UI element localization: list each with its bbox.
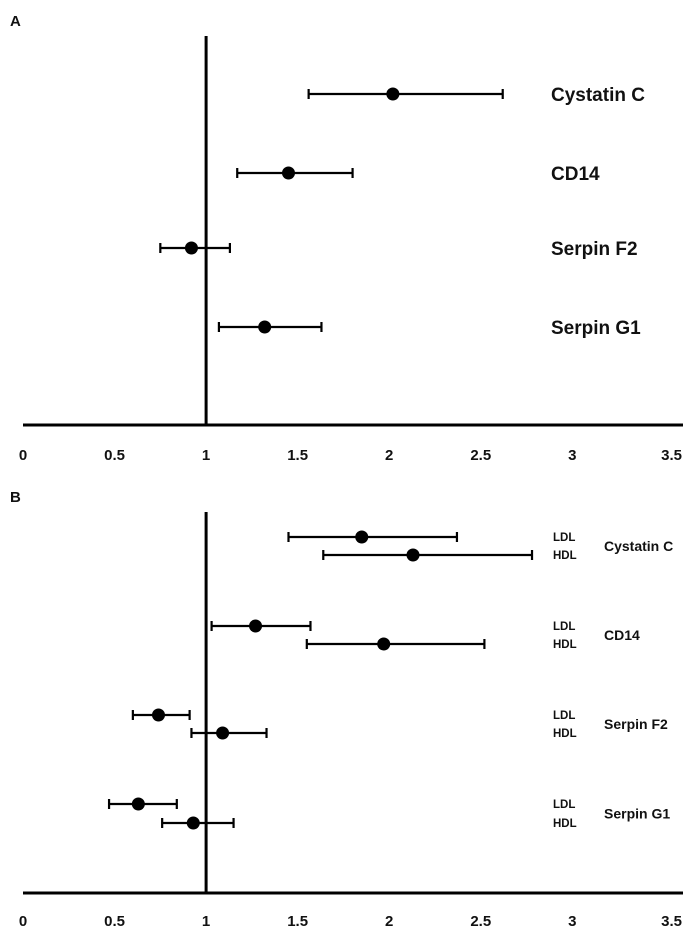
row-point [131, 797, 145, 811]
forest-row: Cystatin C [307, 85, 645, 106]
row-lipid-label: LDL [553, 532, 575, 544]
row-lipid-label: HDL [553, 550, 577, 562]
x-tick-label: 3.5 [661, 913, 682, 930]
forest-row: Serpin G1 [217, 318, 641, 339]
forest-row: HDL [190, 726, 577, 740]
forest-row: HDL [322, 548, 577, 562]
panel-a-tick-labels: 0 0.5 1 1.5 2 2.5 3 3.5 [19, 447, 682, 464]
row-point [258, 320, 272, 334]
row-point [406, 548, 420, 562]
forest-row: LDL [131, 708, 575, 722]
x-tick-label: 2 [385, 447, 393, 464]
x-tick-label: 3 [568, 447, 576, 464]
row-label: Cystatin C [551, 85, 645, 106]
x-tick-label: 0 [19, 447, 27, 464]
forest-group: LDL HDL Serpin G1 [107, 797, 670, 830]
row-label: CD14 [551, 164, 600, 185]
x-tick-label: 1 [202, 913, 210, 930]
row-lipid-label: HDL [553, 639, 577, 651]
forest-group: LDL HDL CD14 [210, 619, 640, 651]
x-tick-label: 3 [568, 913, 576, 930]
forest-row: CD14 [236, 164, 600, 185]
group-label: Cystatin C [604, 538, 673, 554]
x-tick-label: 0.5 [104, 447, 125, 464]
panel-a-letter: A [10, 13, 21, 30]
x-tick-label: 0.5 [104, 913, 125, 930]
x-tick-label: 3.5 [661, 447, 682, 464]
row-point [249, 619, 263, 633]
panel-a-rows: Cystatin C CD14 Serpin F2 Serpin G1 [159, 85, 645, 339]
group-label: CD14 [604, 627, 640, 643]
panel-b: B 0 0.5 1 1.5 2 2.5 3 3.5 LDL HDL Cystatin C LDL HD… [10, 489, 683, 930]
row-lipid-label: HDL [553, 728, 577, 740]
forest-row: HDL [305, 637, 577, 651]
panel-a-axes [23, 36, 683, 427]
forest-row: HDL [161, 816, 577, 830]
x-tick-label: 1 [202, 447, 210, 464]
forest-row: Serpin F2 [159, 239, 638, 260]
x-tick-label: 0 [19, 913, 27, 930]
row-lipid-label: HDL [553, 818, 577, 830]
forest-group: LDL HDL Cystatin C [287, 530, 673, 562]
row-point [281, 166, 295, 180]
panel-b-axes [23, 512, 683, 895]
panel-b-letter: B [10, 489, 21, 506]
row-label: Serpin F2 [551, 239, 638, 260]
group-label: Serpin F2 [604, 716, 668, 732]
row-point [355, 530, 369, 544]
row-point [184, 241, 198, 255]
panel-a: A 0 0.5 1 1.5 2 2.5 3 3.5 Cystatin C CD14 Serpin … [10, 13, 683, 464]
row-point [216, 726, 230, 740]
row-point [386, 87, 400, 101]
forest-row: LDL [107, 797, 575, 811]
forest-row: LDL [210, 619, 575, 633]
panel-b-rows: LDL HDL Cystatin C LDL HDL CD14 LDL HDL Serpin F… [107, 530, 673, 830]
x-tick-label: 1.5 [287, 913, 308, 930]
panel-b-tick-labels: 0 0.5 1 1.5 2 2.5 3 3.5 [19, 913, 682, 930]
row-lipid-label: LDL [553, 621, 575, 633]
row-lipid-label: LDL [553, 710, 575, 722]
row-point [151, 708, 165, 722]
x-tick-label: 1.5 [287, 447, 308, 464]
x-tick-label: 2 [385, 913, 393, 930]
x-tick-label: 2.5 [470, 913, 491, 930]
row-point [377, 637, 391, 651]
forest-row: LDL [287, 530, 575, 544]
forest-group: LDL HDL Serpin F2 [131, 708, 668, 740]
row-point [186, 816, 200, 830]
x-tick-label: 2.5 [470, 447, 491, 464]
row-lipid-label: LDL [553, 799, 575, 811]
row-label: Serpin G1 [551, 318, 641, 339]
group-label: Serpin G1 [604, 806, 670, 822]
